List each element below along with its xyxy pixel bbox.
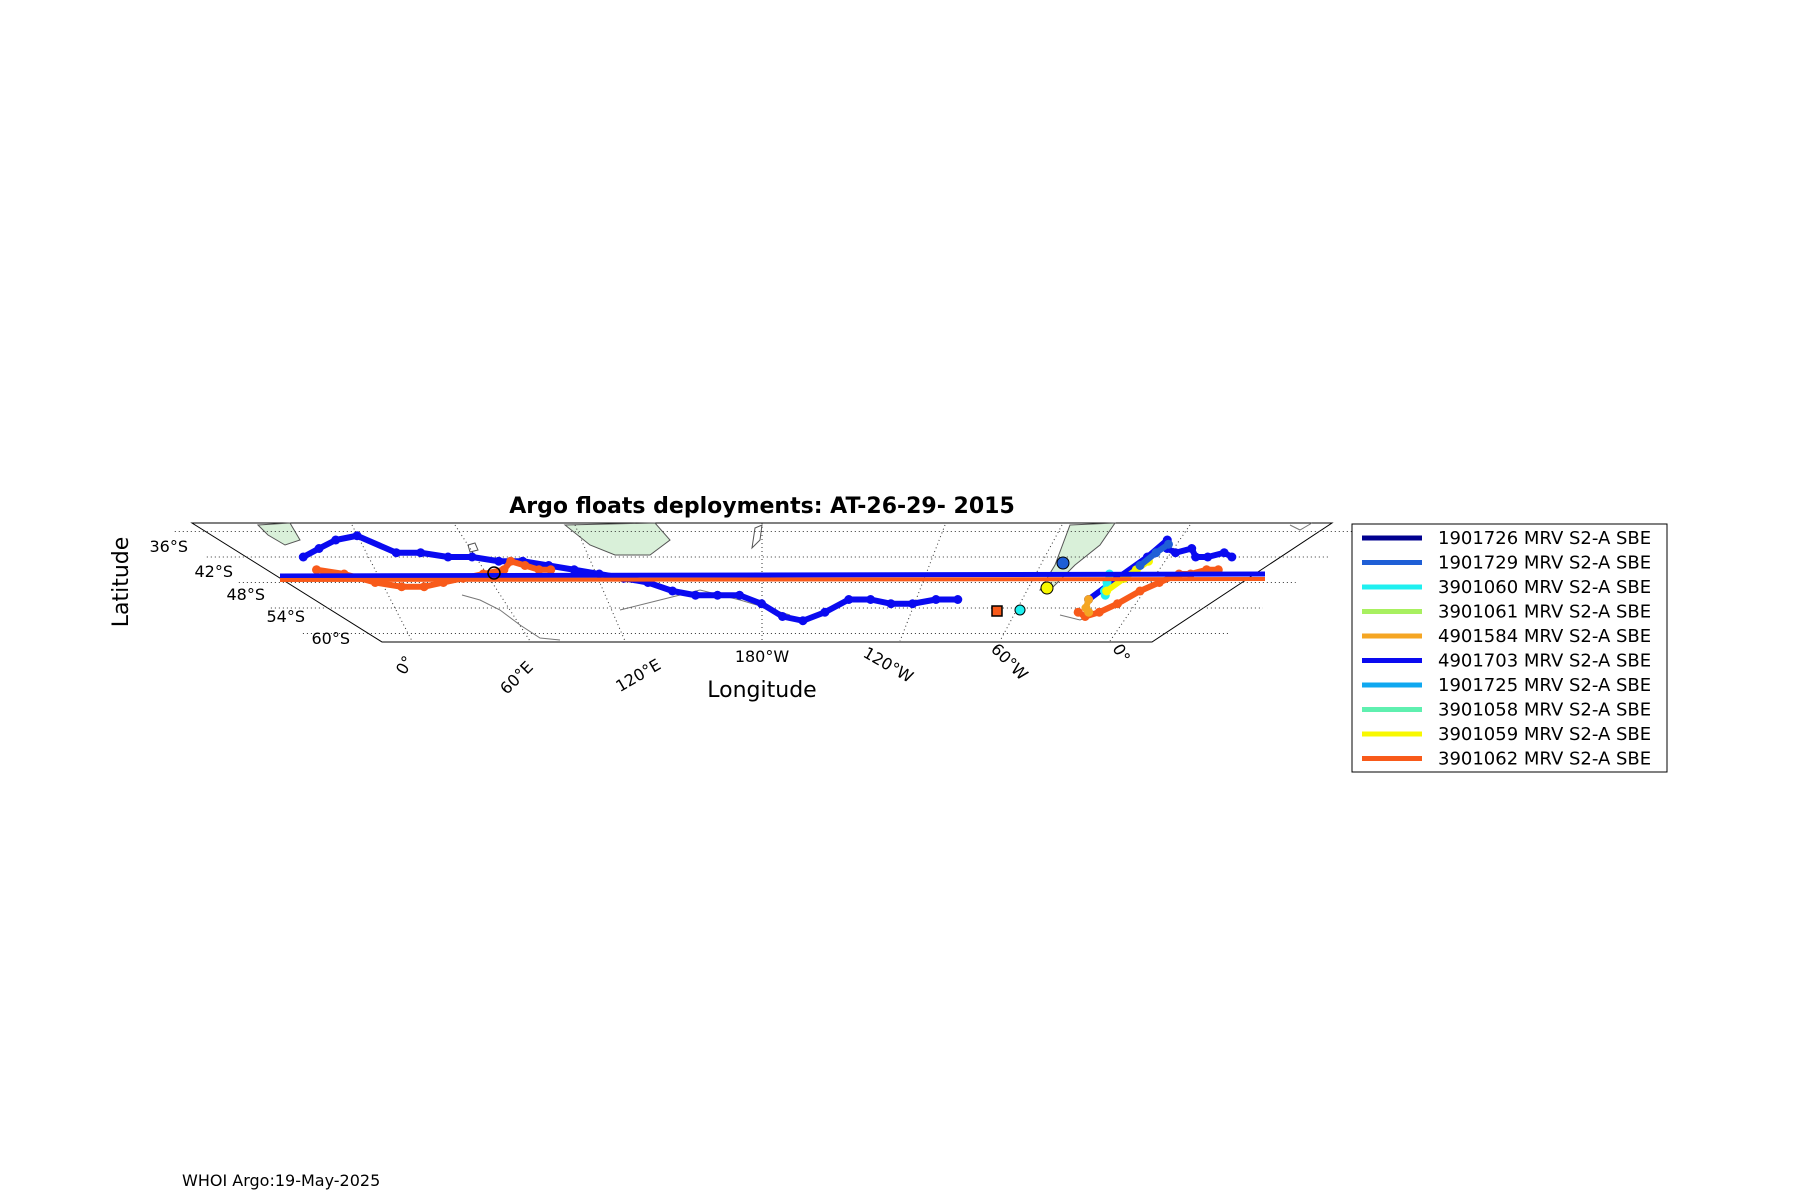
x-axis-label: Longitude	[707, 678, 816, 703]
trajectory-point	[1112, 599, 1122, 609]
trajectory-point	[314, 544, 324, 553]
transit-line-orange	[279, 577, 1266, 582]
marker-circle-yellow	[1040, 581, 1054, 595]
trajectory-point	[1151, 548, 1161, 558]
trajectory-point	[908, 599, 918, 609]
legend-items: 1901726 MRV S2-A SBE 1901729 MRV S2-A SBE…	[1362, 528, 1651, 770]
legend: 1901726 MRV S2-A SBE 1901729 MRV S2-A SBE…	[1351, 523, 1668, 773]
legend-label: 3901058 MRV S2-A SBE	[1438, 700, 1651, 721]
trajectory-point	[844, 595, 854, 604]
trajectory-point	[467, 552, 477, 562]
trajectory-point	[494, 556, 504, 566]
trajectory-point	[1135, 561, 1145, 570]
lon-tick-label: 180°W	[735, 647, 790, 666]
trajectory-point	[1084, 607, 1094, 617]
chart-title: Argo floats deployments: AT-26-29- 2015	[509, 494, 1015, 519]
grid-meridian	[351, 524, 413, 642]
trajectory-point	[777, 612, 787, 621]
legend-label: 3901060 MRV S2-A SBE	[1438, 577, 1651, 598]
trajectory-point	[886, 599, 896, 609]
trajectory-point	[520, 561, 530, 570]
lon-tick-label: 60°E	[496, 657, 537, 698]
trajectory-point	[569, 565, 579, 575]
lat-tick-label: 42°S	[194, 562, 233, 581]
lat-tick-label: 54°S	[266, 607, 305, 626]
trajectory-point	[713, 590, 723, 600]
grid-meridian	[899, 524, 946, 642]
trajectory-point	[546, 565, 556, 575]
land-kerguelen	[467, 542, 479, 553]
lon-tick-label: 0°	[1109, 641, 1135, 666]
trajectory-point	[1163, 539, 1173, 549]
lon-tick-label: 120°W	[860, 643, 917, 687]
trajectory-point	[1102, 586, 1112, 596]
land-south-georgia	[1289, 522, 1313, 531]
lon-tick-label: 60°W	[987, 639, 1032, 684]
marker-square	[991, 605, 1003, 617]
trajectory-point	[331, 535, 341, 545]
trajectory-point	[820, 607, 830, 617]
y-axis-label: Latitude	[109, 537, 134, 628]
legend-label: 3901059 MRV S2-A SBE	[1438, 724, 1651, 745]
trajectory-point	[352, 531, 362, 541]
trajectory-point	[931, 595, 941, 604]
map-boundary	[190, 522, 1334, 643]
marker-circle-blue	[1056, 556, 1070, 570]
trajectory-point	[1084, 595, 1094, 604]
trajectory-point	[1135, 586, 1145, 596]
land-crozet	[461, 594, 561, 641]
trajectory-point	[1170, 548, 1180, 558]
trajectory-point	[1187, 544, 1197, 553]
trajectory-point	[499, 565, 509, 575]
trajectory-point	[312, 565, 322, 575]
lat-tick-label: 60°S	[311, 629, 350, 648]
trajectory-point	[668, 586, 678, 596]
trajectory-point	[1203, 552, 1213, 562]
legend-label: 4901584 MRV S2-A SBE	[1438, 626, 1651, 647]
lat-tick-label: 36°S	[149, 537, 188, 556]
trajectory-point	[757, 599, 767, 609]
lat-tick-label: 48°S	[226, 585, 265, 604]
trajectory-point	[735, 590, 745, 600]
land-new-zealand	[751, 524, 763, 550]
trajectory-point	[953, 595, 963, 604]
trajectory-point	[1227, 552, 1237, 562]
legend-label: 1901725 MRV S2-A SBE	[1438, 675, 1651, 696]
transit-line-blue	[279, 571, 1266, 579]
lon-tick-label: 0°	[392, 653, 418, 678]
trajectory-point	[1191, 552, 1201, 562]
trajectory-point	[391, 548, 401, 558]
map-panel	[174, 522, 1362, 643]
legend-box	[1351, 523, 1668, 773]
footer-credit: WHOI Argo:19-May-2025	[182, 1171, 380, 1190]
trajectory-point	[1219, 548, 1229, 558]
legend-label: 3901061 MRV S2-A SBE	[1438, 602, 1651, 623]
legend-label: 1901729 MRV S2-A SBE	[1438, 553, 1651, 574]
marker-circle-cyan	[1014, 604, 1026, 616]
land-africa	[256, 522, 301, 546]
lat-tick-labels: 36°S 42°S 48°S 54°S 60°S	[149, 537, 350, 648]
trajectory-point	[1094, 607, 1104, 617]
legend-label: 3901062 MRV S2-A SBE	[1438, 749, 1651, 770]
trajectory-point	[298, 552, 308, 562]
legend-label: 1901726 MRV S2-A SBE	[1438, 528, 1651, 549]
trajectory-point	[866, 595, 876, 604]
trajectory-point	[443, 552, 453, 562]
trajectory-point	[506, 556, 516, 566]
trajectory-point	[534, 565, 544, 575]
marker-circle-start	[487, 566, 501, 580]
lon-tick-label: 120°E	[612, 655, 664, 696]
legend-label: 4901703 MRV S2-A SBE	[1438, 651, 1651, 672]
trajectory-point	[798, 616, 808, 626]
trajectory-point	[397, 582, 407, 592]
trajectory-point	[419, 582, 429, 592]
trajectory-point	[690, 590, 700, 600]
trajectory-point	[1073, 607, 1083, 617]
trajectory-point	[416, 548, 426, 558]
